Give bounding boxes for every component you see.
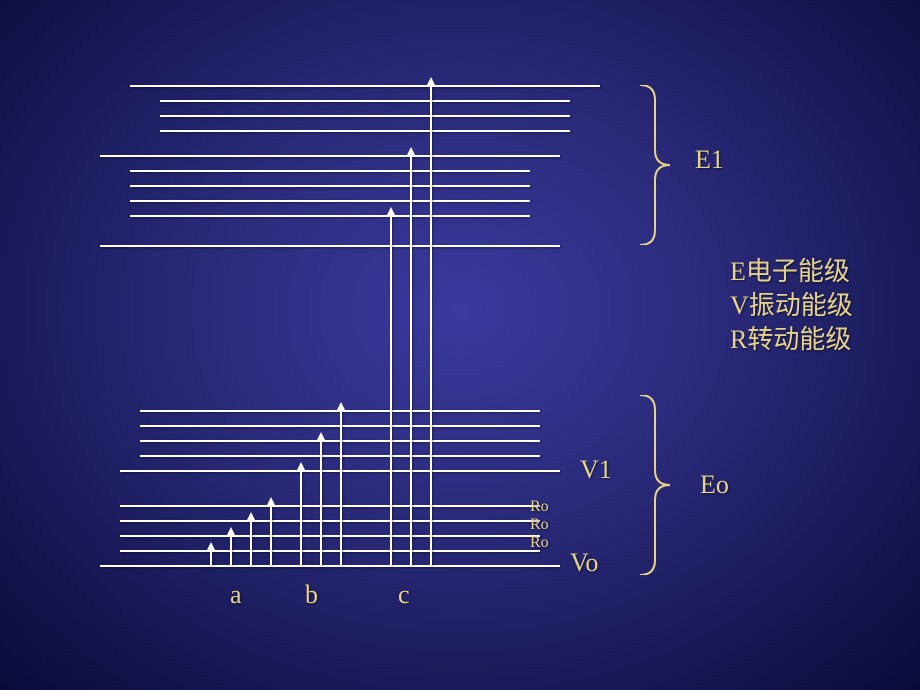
arrow-c [390,215,392,565]
e0-v0-line [120,505,540,507]
brace-e0 [640,395,680,575]
e1-v1-line [130,200,530,202]
e1-v1-line [100,155,560,157]
e1-v2-line [160,115,570,117]
label-b: b [305,580,318,610]
brace-e1 [640,85,680,245]
label-eo: Eo [700,470,729,500]
e1-v2-line [160,100,570,102]
label-ro: Ro [530,498,549,516]
arrow-a [270,505,272,565]
arrow-a [250,520,252,565]
legend-line: V振动能级 [730,289,853,323]
arrow-b [320,440,322,565]
label-ro: Ro [530,534,549,552]
arrow-b [340,410,342,565]
e0-v0-line [120,550,540,552]
arrow-c [410,155,412,565]
e0-v0-line [120,520,540,522]
e0-v0-line [100,565,560,567]
legend: E电子能级V振动能级R转动能级 [730,255,853,356]
label-a: a [230,580,242,610]
arrow-b [300,470,302,565]
e0-v0-line [120,535,540,537]
legend-line: E电子能级 [730,255,853,289]
label-c: c [398,580,410,610]
e1-v1-line [130,170,530,172]
e1-v1-line [130,185,530,187]
label-v1: V1 [580,455,612,485]
label-ro: Ro [530,516,549,534]
e1-v1-line [130,215,530,217]
label-vo: Vo [570,548,598,578]
e1-v2-line [160,130,570,132]
arrow-c [430,85,432,565]
e1-v2-line [130,85,600,87]
energy-level-diagram: abcVoV1RoRoRoE1EoE电子能级V振动能级R转动能级 [0,0,920,690]
arrow-a [230,535,232,565]
arrow-a [210,550,212,565]
legend-line: R转动能级 [730,323,853,357]
label-e1: E1 [695,145,724,175]
e1-base-line [100,245,560,247]
